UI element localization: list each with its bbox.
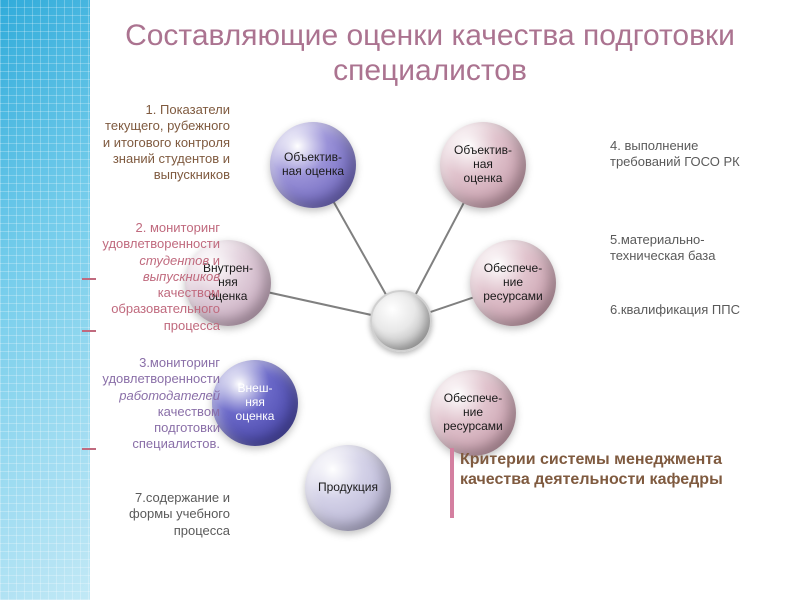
node-n1: Объектив-ная оценка (270, 122, 356, 208)
node-n4: Продукция (305, 445, 391, 531)
node-label: Продукция (314, 477, 382, 499)
node-label: Обеспече-ниересурсами (479, 258, 547, 307)
tick-mark (82, 330, 96, 332)
annotation-t5: 5.материально-техническая база (610, 232, 770, 265)
node-n6: Обеспече-ниересурсами (470, 240, 556, 326)
background-accent (0, 0, 90, 600)
node-n5: Обеспече-ниересурсами (430, 370, 516, 456)
page-title: Составляющие оценки качества подготовки … (100, 18, 760, 89)
node-label: Объектив-ная оценка (278, 147, 348, 183)
annotation-t7: 7.содержание и формы учебного процесса (110, 490, 230, 539)
annotation-t4: 4. выполнение требований ГОСО РК (610, 138, 760, 171)
node-label: Обеспече-ниересурсами (439, 388, 507, 437)
tick-mark (82, 448, 96, 450)
center-sphere (370, 290, 432, 352)
node-n3: Внеш-няяоценка (212, 360, 298, 446)
tick-mark (82, 278, 96, 280)
node-label: Внеш-няяоценка (232, 378, 279, 427)
node-label: Объектив-наяоценка (450, 140, 516, 189)
annotation-t3: 3.мониторинг удовлетворенности работодат… (95, 355, 220, 453)
caption-box: Критерии системы менеджмента качества де… (460, 450, 730, 490)
annotation-t1: 1. Показатели текущего, рубежного и итог… (95, 102, 230, 183)
annotation-t6: 6.квалификация ППС (610, 302, 770, 318)
caption-text: Критерии системы менеджмента качества де… (460, 451, 723, 488)
caption-bar (450, 448, 454, 518)
annotation-t2: 2. мониторинг удовлетворенности студенто… (85, 220, 220, 334)
node-n7: Объектив-наяоценка (440, 122, 526, 208)
